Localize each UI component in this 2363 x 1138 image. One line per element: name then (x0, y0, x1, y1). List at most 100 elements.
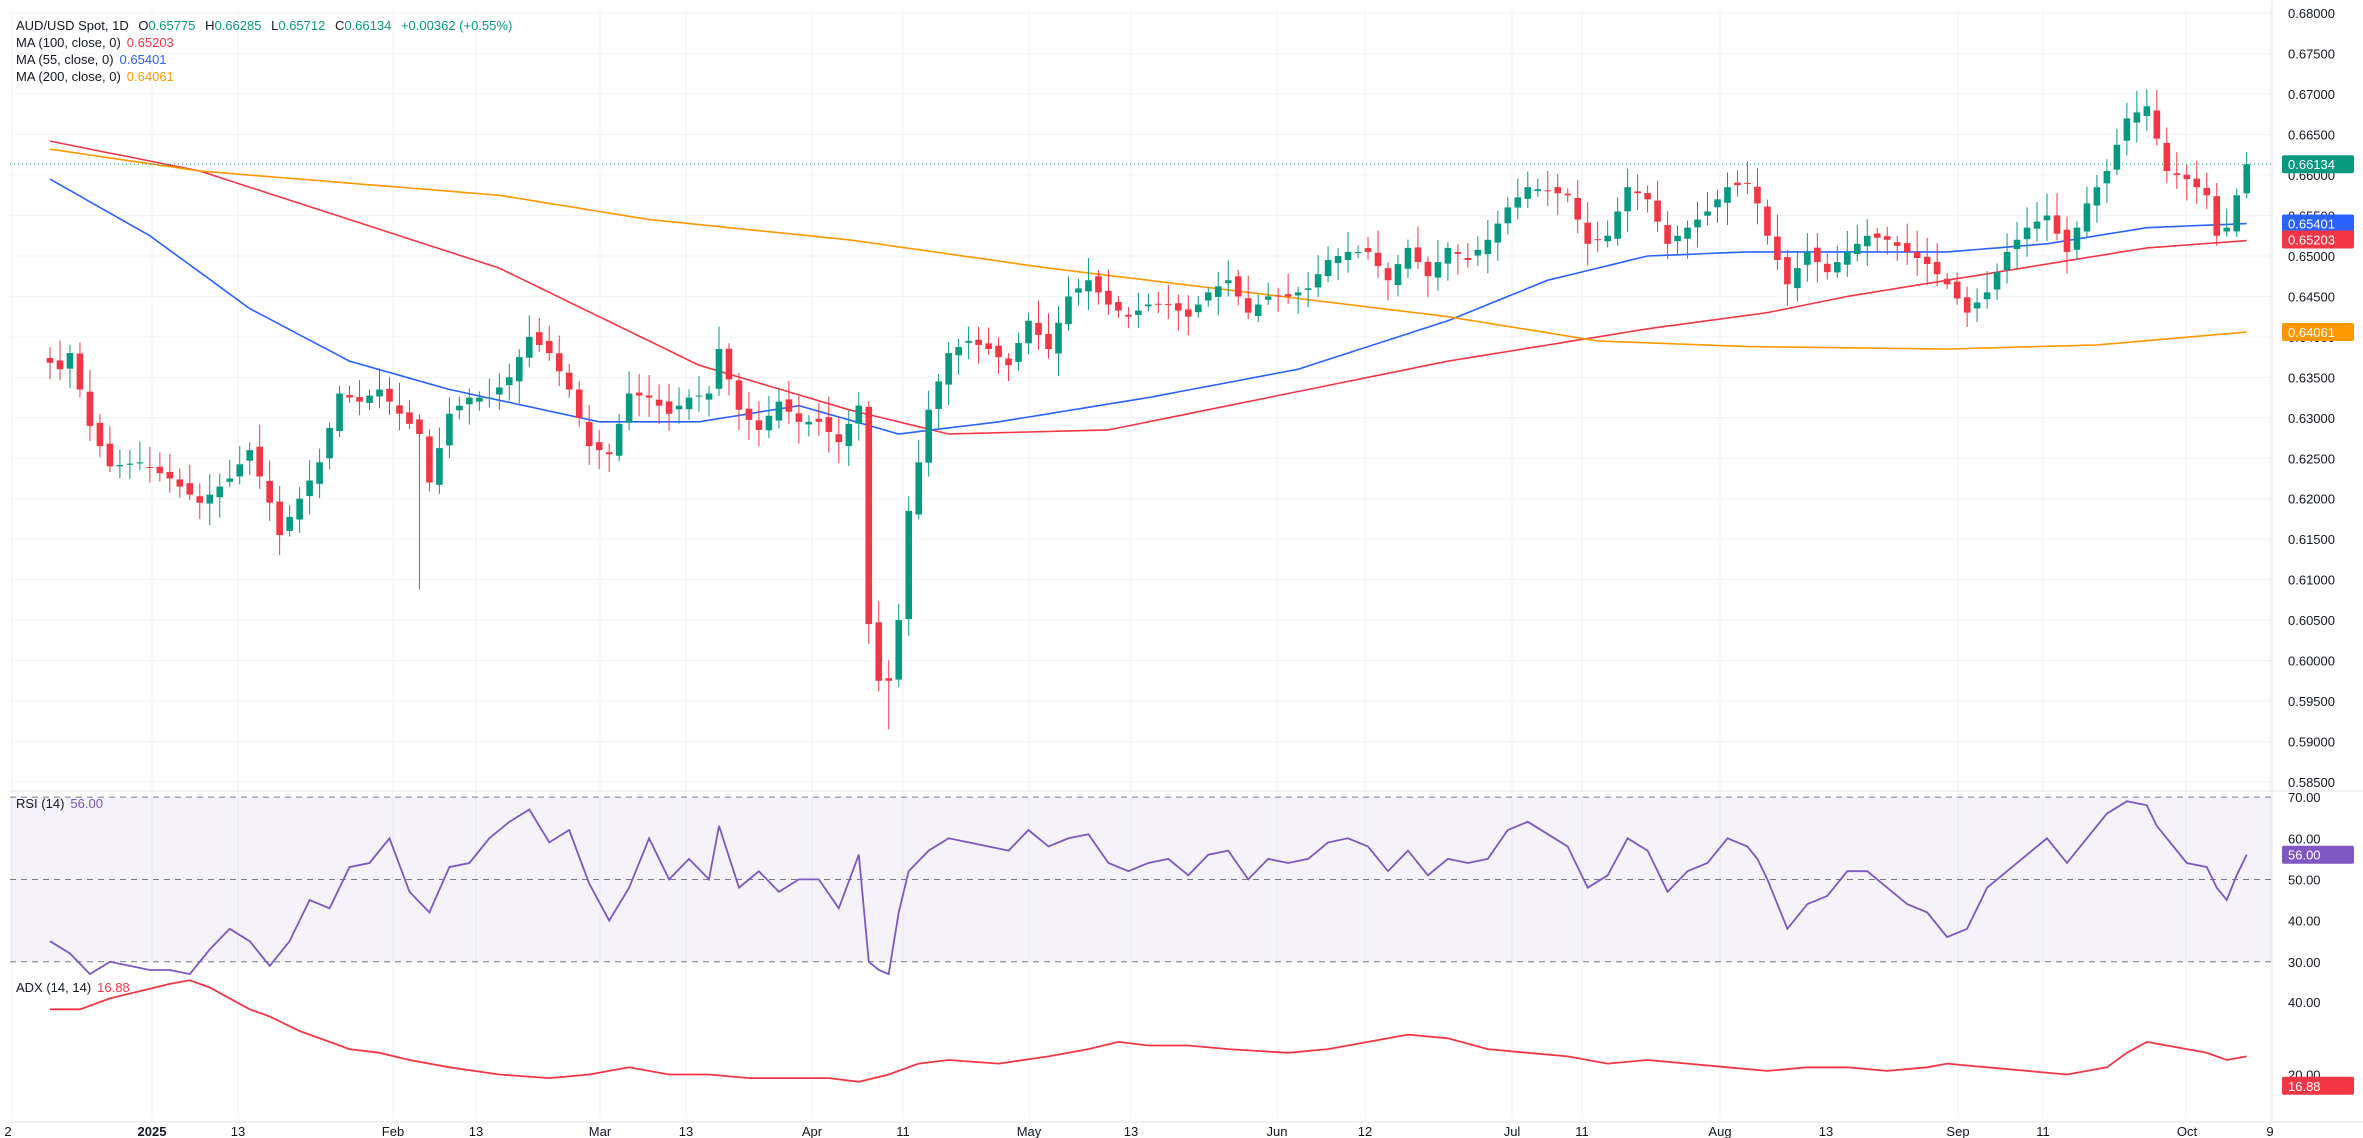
adx-legend[interactable]: ADX (14, 14) 16.88 (16, 979, 136, 996)
candle-body (2033, 221, 2041, 229)
ma-line-200 (49, 148, 2247, 350)
candle-body (1125, 314, 1132, 317)
candle-body (1474, 249, 1482, 256)
candle-body (1754, 186, 1761, 204)
candle-body (126, 463, 134, 465)
candle-body (2083, 203, 2091, 232)
candle-body (1065, 296, 1072, 325)
candle-body (346, 395, 353, 398)
candle-body (496, 387, 503, 395)
time-tick-label: 13 (1819, 1124, 1833, 1138)
time-tick-label: Jun (1267, 1124, 1288, 1138)
time-tick-label: Feb (382, 1124, 404, 1138)
rsi-band (10, 796, 2272, 963)
time-tick-label: 13 (1124, 1124, 1138, 1138)
last-price-tag: 0.66134 (2288, 157, 2335, 172)
candle-body (1804, 251, 1811, 265)
candle-body (785, 399, 793, 412)
candle-body (2143, 106, 2151, 116)
candle-body (1604, 235, 1611, 242)
time-tick-label: Jul (1504, 1124, 1521, 1138)
time-tick-label: 13 (679, 1124, 693, 1138)
candle-body (2153, 110, 2161, 139)
time-axis[interactable]: 2 2025 13 Feb 13 Mar 13 Apr 11 May 13 Jun 12 Jul 11 Aug… (4, 1124, 2273, 1138)
candle-body (1095, 276, 1102, 293)
candle-body (1145, 304, 1152, 307)
candle-body (1304, 288, 1312, 290)
candle-body (1574, 197, 1582, 220)
candle-body (625, 393, 633, 423)
time-tick-label: Apr (802, 1124, 823, 1138)
candle-body (1883, 236, 1891, 240)
candle-body (1035, 322, 1042, 335)
candle-body (1025, 320, 1032, 344)
ma100-legend[interactable]: MA (100, close, 0) 0.65203 (16, 34, 180, 51)
rsi-line (49, 800, 2248, 976)
candle-body (2113, 144, 2121, 170)
candle-body (615, 423, 623, 456)
candle-body (1234, 276, 1242, 297)
price-tick-label: 0.63000 (2288, 411, 2335, 426)
open-value: 0.65775 (148, 18, 196, 33)
candle-body (1684, 227, 1691, 239)
candle-body (416, 419, 423, 434)
candle-body (276, 501, 283, 536)
candle-body (316, 462, 323, 484)
price-tick-label: 0.59000 (2288, 734, 2335, 749)
candle-body (1414, 247, 1422, 263)
candle-body (895, 620, 903, 680)
adx-line (50, 979, 2247, 1083)
ma200-legend[interactable]: MA (200, close, 0) 0.64061 (16, 68, 180, 85)
time-tick-label: 2025 (138, 1124, 167, 1138)
candle-body (645, 395, 653, 398)
candle-body (1844, 251, 1851, 265)
candle-body (1294, 292, 1302, 296)
ma55-legend[interactable]: MA (55, close, 0) 0.65401 (16, 51, 173, 68)
candle-body (545, 341, 553, 354)
candle-body (1624, 187, 1631, 212)
candle-body (1863, 235, 1871, 247)
candle-body (426, 436, 433, 483)
candle-body (116, 465, 124, 467)
candle-body (695, 395, 703, 397)
candle-body (815, 418, 823, 422)
candle-body (915, 462, 922, 515)
candle-body (1953, 281, 1961, 299)
adx-tag: 16.88 (2288, 1079, 2321, 1094)
rsi-legend[interactable]: RSI (14) 56.00 (16, 795, 109, 812)
candle-body (725, 348, 733, 380)
candle-body (56, 360, 64, 370)
candle-body (1893, 242, 1901, 246)
candle-body (1384, 268, 1392, 281)
candle-body (745, 408, 753, 420)
ohlc-legend: AUD/USD Spot, 1D O0.65775 H0.66285 L0.65… (16, 17, 518, 34)
candle-body (2023, 227, 2031, 240)
candle-body (1354, 251, 1362, 254)
time-tick-label: 11 (896, 1124, 910, 1138)
ma-line-55 (49, 178, 2247, 435)
rsi-tick-label: 50.00 (2288, 872, 2321, 887)
candle-body (1224, 280, 1232, 284)
symbol-title[interactable]: AUD/USD Spot, 1D (16, 18, 129, 33)
adx-label: ADX (14, 14) (16, 980, 92, 995)
candle-body (605, 452, 613, 455)
time-tick-label: 2 (4, 1124, 11, 1138)
candle-body (376, 389, 383, 397)
candle-body (1903, 243, 1911, 252)
candle-body (356, 396, 363, 402)
price-tick-label: 0.60500 (2288, 613, 2335, 628)
candle-body (156, 466, 164, 474)
rsi-band-fill (10, 797, 2272, 962)
candle-body (1404, 247, 1412, 269)
low-value: 0.65712 (278, 18, 326, 33)
candle-body (965, 340, 972, 343)
candle-body (1584, 222, 1591, 244)
candle-body (2133, 112, 2141, 123)
ma55-tag: 0.65401 (2288, 217, 2335, 232)
candle-body (2173, 173, 2181, 176)
candle-body (96, 422, 104, 447)
time-tick-label: 13 (469, 1124, 483, 1138)
pane-separators (10, 0, 2363, 1123)
candle-body (925, 409, 932, 463)
